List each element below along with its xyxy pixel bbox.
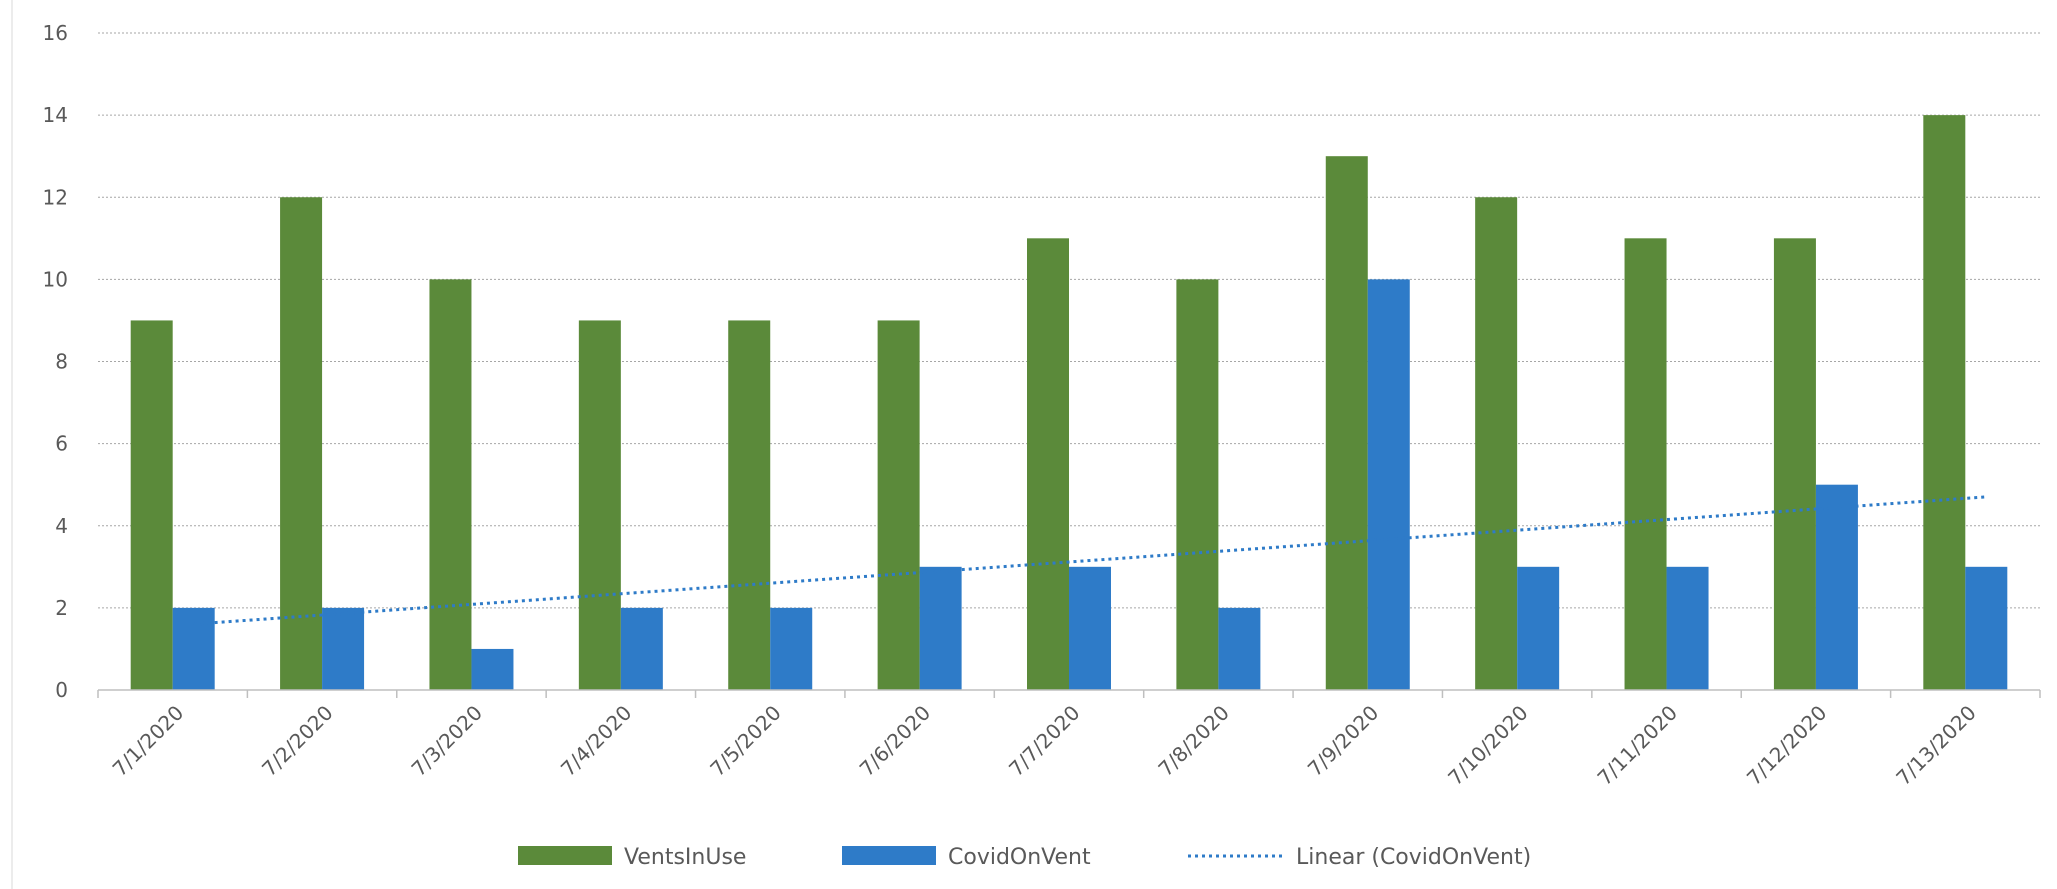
y-tick-label: 6 — [55, 432, 68, 456]
bar-covidonvent — [1367, 279, 1410, 690]
bar-covidonvent — [1069, 566, 1111, 690]
bar-ventsinuse — [578, 320, 621, 690]
bar-covidonvent — [172, 607, 215, 690]
bar-covidonvent — [620, 607, 663, 690]
bar-ventsinuse — [1027, 238, 1069, 690]
x-tick-label: 7/3/2020 — [407, 701, 487, 781]
legend: VentsInUse CovidOnVent Linear (CovidOnVent… — [518, 845, 1531, 870]
legend-label: VentsInUse — [624, 845, 746, 870]
bar-covidonvent — [770, 607, 813, 690]
y-tick-label: 10 — [43, 267, 68, 291]
legend-item-covidonvent: CovidOnVent — [842, 845, 1091, 870]
x-tick-label: 7/12/2020 — [1742, 701, 1831, 790]
y-tick-label: 4 — [55, 514, 68, 538]
bar-ventsinuse — [1475, 197, 1518, 690]
x-tick-label: 7/10/2020 — [1443, 701, 1532, 790]
trendline — [193, 495, 1987, 626]
bar-covidonvent — [1965, 566, 2008, 690]
y-tick-label: 16 — [43, 21, 68, 45]
x-tick-label: 7/6/2020 — [855, 701, 935, 781]
legend-item-ventsinuse: VentsInUse — [518, 845, 746, 870]
legend-swatch — [518, 846, 612, 865]
legend-label: CovidOnVent — [948, 845, 1091, 870]
y-axis: 0 2 4 6 8 10 12 14 16 — [43, 21, 68, 702]
y-tick-label: 12 — [43, 185, 68, 209]
x-tick-label: 7/13/2020 — [1891, 701, 1980, 790]
bar-covidonvent — [1218, 607, 1261, 690]
x-tick-label: 7/9/2020 — [1303, 701, 1383, 781]
x-tick-label: 7/8/2020 — [1153, 701, 1233, 781]
bar-covidonvent — [322, 607, 365, 690]
x-tick-label: 7/11/2020 — [1593, 701, 1682, 790]
y-tick-label: 2 — [55, 596, 68, 620]
y-tick-label: 0 — [55, 678, 68, 702]
bar-covidonvent — [471, 648, 514, 690]
bar-covidonvent — [1666, 566, 1709, 690]
bar-covidonvent — [1517, 566, 1560, 690]
bar-ventsinuse — [1923, 115, 1966, 690]
x-tick-label: 7/7/2020 — [1004, 701, 1084, 781]
bar-ventsinuse — [1773, 238, 1816, 690]
x-tick-label: 7/4/2020 — [556, 701, 636, 781]
x-tick-label: 7/1/2020 — [108, 701, 188, 781]
legend-swatch — [842, 846, 936, 865]
bar-covidonvent — [919, 566, 962, 690]
y-tick-label: 14 — [43, 103, 68, 127]
bar-covidonvent — [1815, 484, 1858, 690]
bar-ventsinuse — [429, 279, 472, 690]
bar-ventsinuse — [728, 320, 771, 690]
bar-ventsinuse — [877, 320, 920, 690]
x-tick-label: 7/5/2020 — [705, 701, 785, 781]
bar-ventsinuse — [280, 197, 323, 690]
bar-ventsinuse — [1325, 156, 1368, 690]
bar-ventsinuse — [1624, 238, 1667, 690]
bars — [130, 115, 2008, 690]
bar-ventsinuse — [130, 320, 173, 690]
legend-label: Linear (CovidOnVent) — [1296, 845, 1531, 870]
x-axis: 7/1/2020 7/2/2020 7/3/2020 7/4/2020 7/5/2020… — [97, 690, 2041, 790]
x-tick-label: 7/2/2020 — [257, 701, 337, 781]
bar-ventsinuse — [1176, 279, 1219, 690]
legend-item-trendline: Linear (CovidOnVent) — [1188, 845, 1531, 870]
y-tick-label: 8 — [55, 350, 68, 374]
